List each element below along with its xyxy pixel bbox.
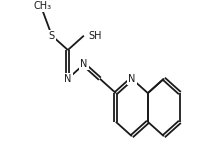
Text: SH: SH bbox=[88, 31, 102, 41]
Text: N: N bbox=[128, 74, 135, 84]
Text: CH₃: CH₃ bbox=[34, 1, 52, 11]
Text: S: S bbox=[49, 31, 55, 41]
Text: N: N bbox=[80, 59, 88, 69]
Text: N: N bbox=[64, 74, 72, 84]
